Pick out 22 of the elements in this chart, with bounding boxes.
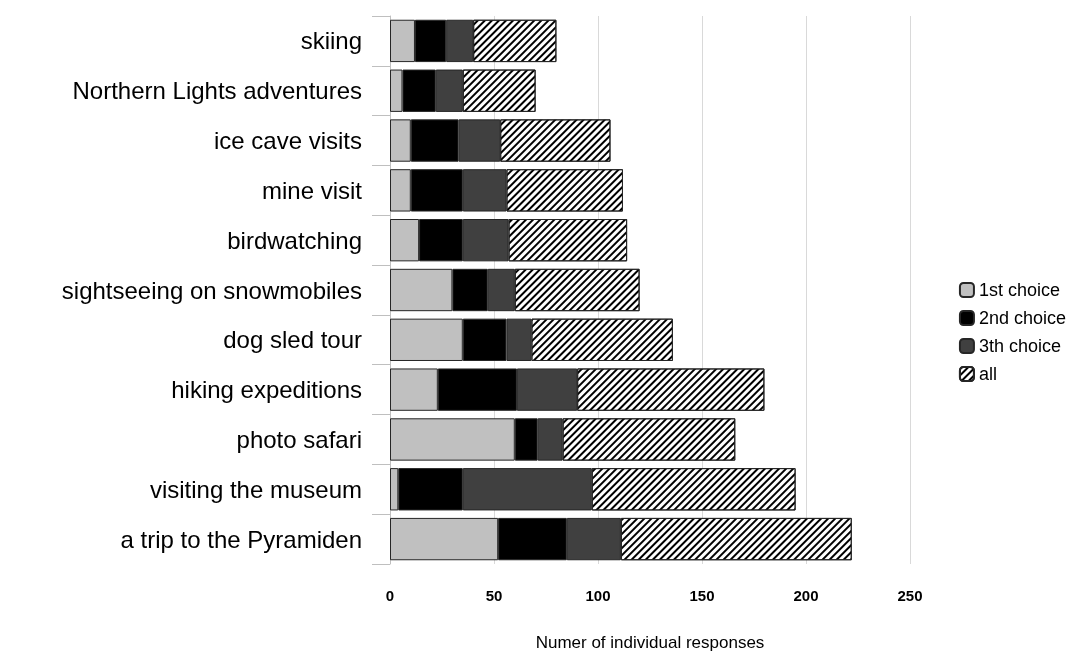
y-tick-label: dog sled tour (223, 326, 362, 354)
y-tick-label: ice cave visits (213, 127, 362, 155)
x-tick-label: 250 (897, 587, 923, 604)
x-tick-label: 200 (793, 587, 819, 604)
legend-label: all (978, 364, 997, 384)
y-tick-label: skiing (300, 27, 362, 55)
legend-label: 2nd choice (978, 308, 1067, 328)
x-tick-label: 150 (689, 587, 715, 604)
x-tick-label: 50 (485, 587, 503, 604)
y-tick-label: mine visit (261, 176, 363, 204)
legend-label: 3th choice (978, 336, 1061, 356)
y-tick-label: birdwatching (227, 226, 362, 254)
x-axis-title: Numer of individual responses (535, 633, 765, 652)
x-tick-label: 0 (385, 587, 395, 604)
legend-label: 1st choice (978, 280, 1060, 300)
y-tick-label: photo safari (236, 425, 362, 453)
x-tick-label: 100 (585, 587, 611, 604)
y-tick-label: Northern Lights adventures (72, 77, 362, 105)
y-tick-label: hiking expeditions (171, 376, 362, 404)
y-tick-label: visiting the museum (149, 475, 362, 503)
y-tick-label: a trip to the Pyramiden (120, 525, 362, 553)
y-tick-label: sightseeing on snowmobiles (61, 276, 362, 304)
